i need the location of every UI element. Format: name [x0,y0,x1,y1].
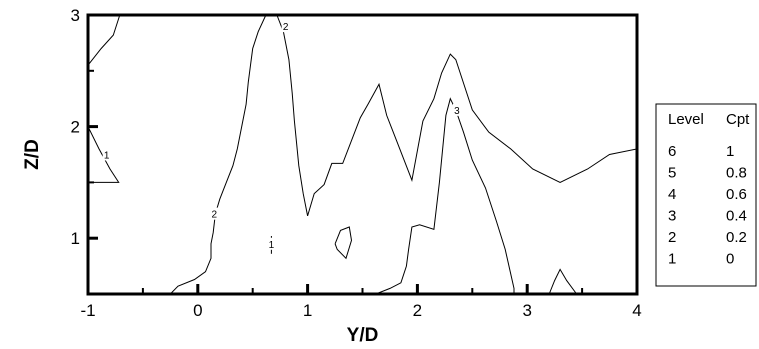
legend-value-1: 0 [726,251,734,268]
legend-value-4: 0.6 [726,186,747,203]
y-tick-label-0: 1 [71,229,80,248]
contour-line-7 [548,268,578,295]
legend-level-5: 5 [668,165,676,182]
contour-label-4: 3 [454,106,460,117]
contour-label-bg-5 [267,237,276,250]
contour-line-0 [87,14,121,66]
contour-lines: 1 2 2 3 1 [87,14,638,295]
contour-line-6 [334,226,353,260]
y-tick-label-1: 2 [71,118,80,137]
x-tick-label-0: -1 [80,301,95,320]
legend-value-2: 0.2 [726,229,747,246]
legend: Level Cpt 6 1 5 0.8 4 0.6 3 0.4 2 0.2 1 0 [655,103,757,287]
contour-label-bg-4 [452,103,461,116]
contour-line-1 [87,126,120,183]
contour-label-5: 1 [269,240,275,251]
legend-header-cpt: Cpt [726,111,750,128]
legend-value-6: 1 [726,143,734,160]
contour-line-2 [169,14,267,295]
x-tick-label-1: 0 [193,301,202,320]
axes: -1 0 1 2 3 4 1 2 3 [71,6,642,320]
x-axis-title: Y/D [347,325,379,346]
legend-box [655,103,757,287]
x-tick-label-5: 4 [632,301,641,320]
plot-frame [86,13,639,296]
contour-label-2: 2 [211,210,217,221]
y-axis-title: Z/D [22,139,43,170]
contour-label-bg-2 [210,207,219,220]
contour-label-1: 1 [104,151,110,162]
legend-level-2: 2 [668,229,676,246]
legend-header-level: Level [668,111,704,128]
legend-value-3: 0.4 [726,208,747,225]
contour-line-3 [276,14,638,217]
legend-level-3: 3 [668,208,676,225]
x-tick-label-3: 2 [413,301,422,320]
legend-level-6: 6 [668,143,676,160]
legend-level-4: 4 [668,186,676,203]
contour-label-bg-1 [102,148,111,161]
contour-label-3: 2 [283,22,289,33]
x-tick-label-4: 3 [522,301,531,320]
y-tick-label-2: 3 [71,6,80,25]
legend-level-1: 1 [668,251,676,268]
x-tick-label-2: 1 [303,301,312,320]
contour-line-4 [375,97,515,295]
legend-value-5: 0.8 [726,165,747,182]
contour-label-bg-3 [281,20,290,33]
